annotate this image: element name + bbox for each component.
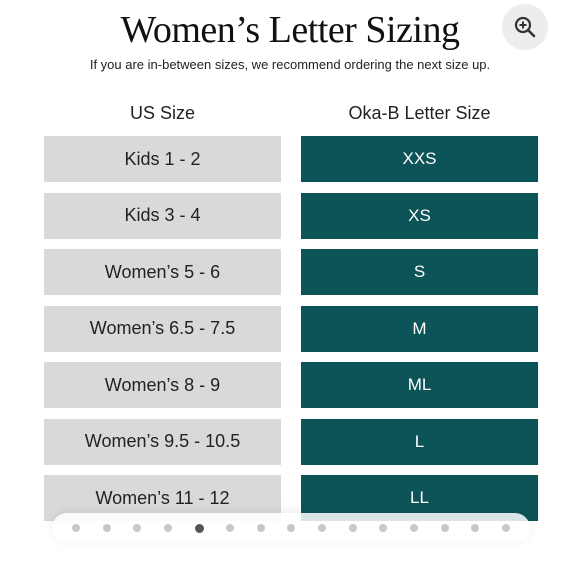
carousel-dot[interactable] (133, 524, 142, 532)
carousel-dot[interactable] (72, 524, 80, 532)
carousel-dot[interactable] (471, 524, 480, 532)
us-size-cell: Women’s 8 - 9 (44, 362, 281, 408)
carousel-dot[interactable] (318, 524, 327, 532)
column-header-us-size: US Size (129, 103, 196, 123)
us-size-cell: Women’s 9.5 - 10.5 (44, 418, 281, 465)
table-row: Women’s 9.5 - 10.5 L (44, 418, 538, 465)
table-row: Women’s 5 - 6 S (44, 249, 538, 295)
us-size-cell: Kids 3 - 4 (44, 192, 281, 239)
size-table: Kids 1 - 2 XXS Kids 3 - 4 XS Women’s 5 -… (44, 136, 538, 532)
table-row: Kids 1 - 2 XXS (44, 136, 538, 182)
carousel-dot[interactable] (410, 524, 419, 532)
carousel-dot[interactable] (226, 524, 235, 532)
carousel-dot[interactable] (163, 524, 172, 532)
zoom-in-icon (514, 16, 536, 38)
oka-size-cell: XXS (301, 136, 538, 182)
us-size-cell: Kids 1 - 2 (44, 136, 281, 182)
oka-size-cell: M (301, 305, 538, 352)
zoom-button[interactable] (502, 4, 548, 50)
table-row: Women’s 6.5 - 7.5 M (44, 305, 538, 352)
carousel-dot[interactable] (501, 524, 510, 532)
us-size-cell: Women’s 5 - 6 (44, 249, 281, 295)
carousel-dot[interactable] (379, 524, 388, 532)
carousel-dot[interactable] (440, 524, 449, 532)
oka-size-cell: ML (301, 362, 538, 408)
carousel-pagination (52, 513, 530, 543)
table-row: Kids 3 - 4 XS (44, 192, 538, 239)
oka-size-cell: XS (301, 192, 538, 239)
us-size-cell: Women’s 6.5 - 7.5 (44, 305, 281, 352)
oka-size-cell: S (301, 249, 538, 295)
table-row: Women’s 8 - 9 ML (44, 362, 538, 408)
carousel-dot[interactable] (348, 524, 357, 532)
column-header-oka-size: Oka-B Letter Size (348, 103, 491, 123)
carousel-dot[interactable] (256, 524, 265, 532)
page-subtitle: If you are in-between sizes, we recommen… (89, 57, 491, 72)
carousel-dot[interactable] (287, 524, 296, 532)
page-title: Women’s Letter Sizing (120, 9, 460, 51)
carousel-dot-active[interactable] (194, 523, 204, 533)
carousel-dot[interactable] (102, 524, 111, 532)
oka-size-cell: L (301, 418, 538, 465)
